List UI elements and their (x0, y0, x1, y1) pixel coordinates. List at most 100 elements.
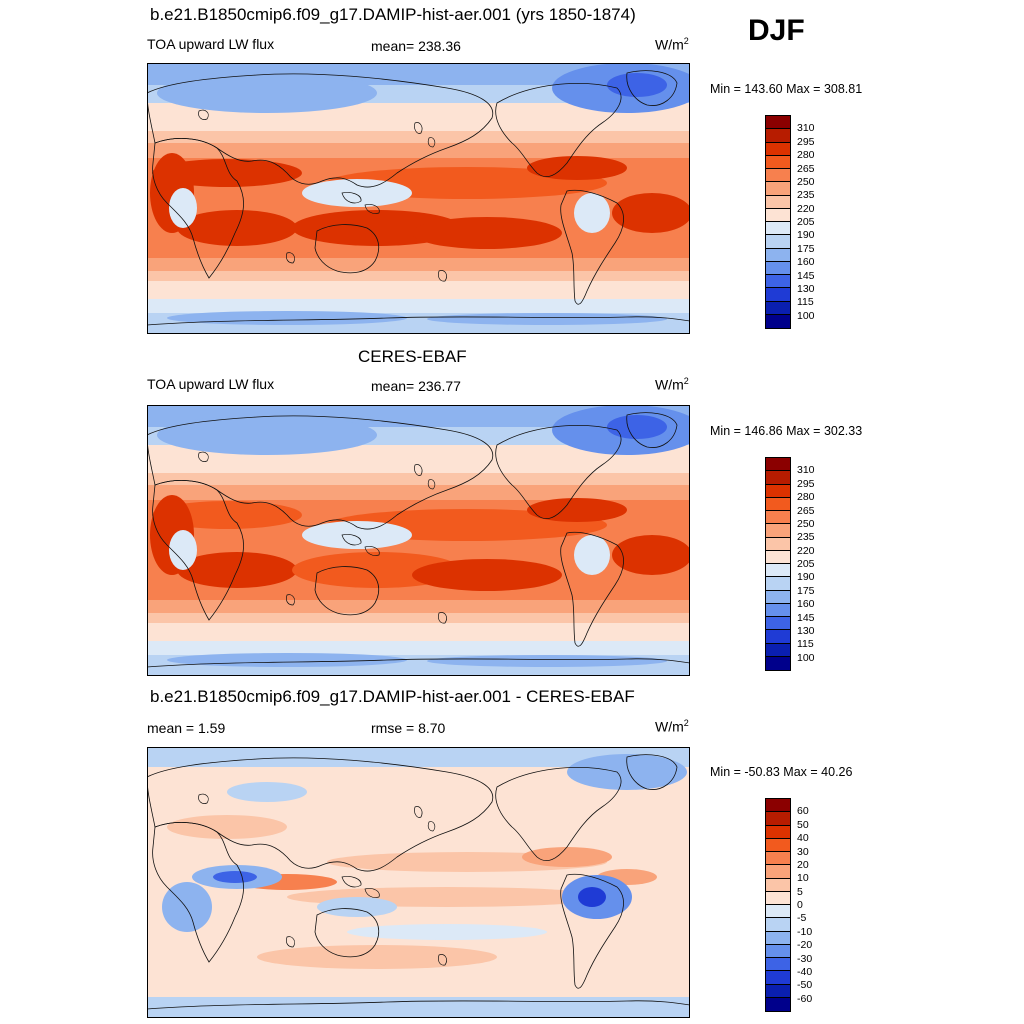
colorbar-tick-label: 5 (797, 885, 803, 898)
colorbar-swatch (766, 958, 790, 972)
southern-ocean-cool (167, 653, 407, 667)
coastline (495, 83, 622, 177)
coastline (314, 908, 380, 958)
coastline-island (438, 954, 447, 966)
central-america-positive (522, 847, 612, 867)
colorbar-tick-label: 235 (797, 531, 815, 544)
caribbean-warm (527, 498, 627, 522)
asia-negative (227, 782, 307, 802)
colorbar-swatch (766, 248, 790, 262)
colorbar-swatch (766, 891, 790, 905)
southern-ocean-cool-east (427, 655, 667, 667)
panel1-minmax: Min = 143.60 Max = 308.81 (710, 82, 863, 96)
colorbar-tick-label: 295 (797, 477, 815, 490)
panel3-rmse: rmse = 8.70 (371, 720, 446, 736)
coastline-island (364, 888, 380, 898)
colorbar-tick-label: 130 (797, 282, 815, 295)
colorbar-swatch (766, 838, 790, 852)
europe-positive (167, 815, 287, 839)
colorbar-tick-label: 175 (797, 584, 815, 597)
coastline-island (414, 806, 423, 818)
coastline-island (286, 594, 295, 606)
colorbar-swatch (766, 590, 790, 604)
map-frame (147, 405, 690, 676)
colorbar-swatch (766, 116, 790, 130)
colorbar-tick-label: 250 (797, 517, 815, 530)
maritime-continent-cool (302, 521, 412, 549)
panel3-map (147, 747, 690, 1018)
south-atlantic-subtropics (612, 535, 690, 575)
colorbar-tick-label: 160 (797, 598, 815, 611)
colorbar-swatch (766, 931, 790, 945)
eurasia-cold-region (157, 73, 377, 113)
panel1-units: W/m2 (655, 36, 689, 53)
colorbar-tick-label: 280 (797, 491, 815, 504)
colorbar-tick-label: 295 (797, 135, 815, 148)
colorbar-swatch (766, 865, 790, 879)
colorbar-tick-label: 10 (797, 872, 809, 885)
coastline (314, 224, 380, 274)
colorbar-swatch (766, 208, 790, 222)
south-subpolar-band (147, 299, 690, 313)
coastline-island (427, 479, 436, 490)
arctic-negative (567, 754, 687, 790)
colorbar-tick-label: -20 (797, 939, 813, 952)
panel2-units: W/m2 (655, 376, 689, 393)
panel2-mean: mean= 236.77 (371, 378, 461, 394)
arctic-cold-core (607, 415, 667, 439)
coastline (626, 412, 678, 448)
coastline-island (341, 876, 362, 888)
colorbar-tick-label: 205 (797, 558, 815, 570)
colorbar-swatch (766, 878, 790, 892)
coastline (560, 189, 624, 305)
colorbar-tick-label: 20 (797, 858, 809, 871)
colorbar-swatch (766, 314, 790, 328)
south-america-negative-core (578, 887, 606, 907)
colorbar-tick-label: 235 (797, 189, 815, 202)
colorbar-tick-label: -50 (797, 979, 813, 992)
coastline-island (364, 546, 380, 556)
panel3-units: W/m2 (655, 718, 689, 735)
map-frame (147, 63, 690, 334)
colorbar-tick-label: 50 (797, 818, 809, 831)
colorbar-swatch (766, 195, 790, 209)
panel3-minmax: Min = -50.83 Max = 40.26 (710, 765, 853, 779)
colorbar-swatch (766, 577, 790, 591)
congo-cool (169, 188, 197, 228)
panel1-colorbar (765, 115, 791, 329)
coastline (626, 70, 678, 106)
colorbar-swatch (766, 129, 790, 143)
colorbar-tick-label: 265 (797, 162, 815, 175)
colorbar-tick-label: -60 (797, 992, 813, 1005)
coastline-island (364, 204, 380, 214)
colorbar-tick-label: 60 (797, 805, 809, 818)
colorbar-tick-label: 220 (797, 544, 815, 557)
south-ocean-positive (257, 945, 497, 969)
colorbar-tick-label: 190 (797, 229, 815, 242)
colorbar-tick-label: 100 (797, 309, 815, 322)
caribbean-warm (527, 156, 627, 180)
panel1-title: b.e21.B1850cmip6.f09_g17.DAMIP-hist-aer.… (150, 5, 636, 24)
coastline-island (427, 137, 436, 148)
indian-ocean-negative-core (213, 871, 257, 883)
south-subpolar-band (147, 641, 690, 655)
colorbar-tick-label: 115 (797, 638, 814, 651)
colorbar-tick-label: 310 (797, 122, 815, 135)
south-pacific-east-subtropics (412, 217, 562, 249)
colorbar-swatch (766, 550, 790, 564)
colorbar-tick-label: -10 (797, 925, 813, 938)
colorbar-swatch (766, 617, 790, 631)
panel1-map (147, 63, 690, 334)
panel2-title: CERES-EBAF (358, 347, 467, 366)
eurasia-cold-region (157, 415, 377, 455)
coastline-island (438, 270, 447, 282)
arctic-cold-core (607, 73, 667, 97)
colorbar-swatch (766, 288, 790, 302)
coastline-island (427, 821, 436, 832)
panel2-colorbar (765, 457, 791, 671)
colorbar-tick-label: 250 (797, 175, 815, 188)
coastline (495, 425, 622, 519)
colorbar-swatch (766, 812, 790, 826)
panel2-map (147, 405, 690, 676)
colorbar-tick-label: 190 (797, 571, 815, 584)
